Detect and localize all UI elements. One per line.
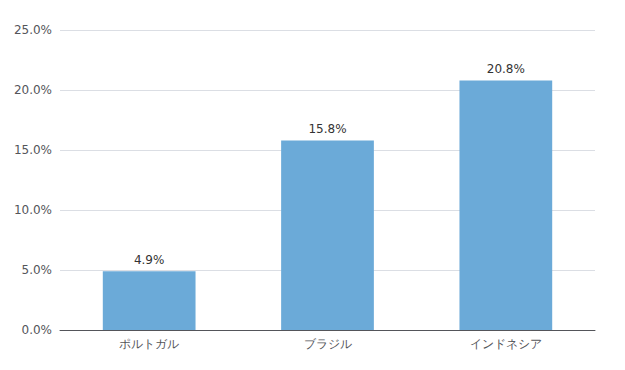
svg-text:25.0%: 25.0%	[14, 23, 52, 37]
svg-text:20.8%: 20.8%	[487, 62, 525, 76]
svg-text:15.8%: 15.8%	[308, 122, 346, 136]
svg-text:ブラジル: ブラジル	[304, 337, 352, 351]
svg-text:インドネシア: インドネシア	[470, 337, 542, 351]
svg-text:4.9%: 4.9%	[134, 253, 165, 267]
svg-text:15.0%: 15.0%	[14, 143, 52, 157]
svg-text:20.0%: 20.0%	[14, 83, 52, 97]
svg-text:10.0%: 10.0%	[14, 203, 52, 217]
svg-text:ポルトガル: ポルトガル	[119, 337, 179, 351]
svg-text:0.0%: 0.0%	[22, 323, 53, 337]
svg-text:5.0%: 5.0%	[22, 263, 53, 277]
